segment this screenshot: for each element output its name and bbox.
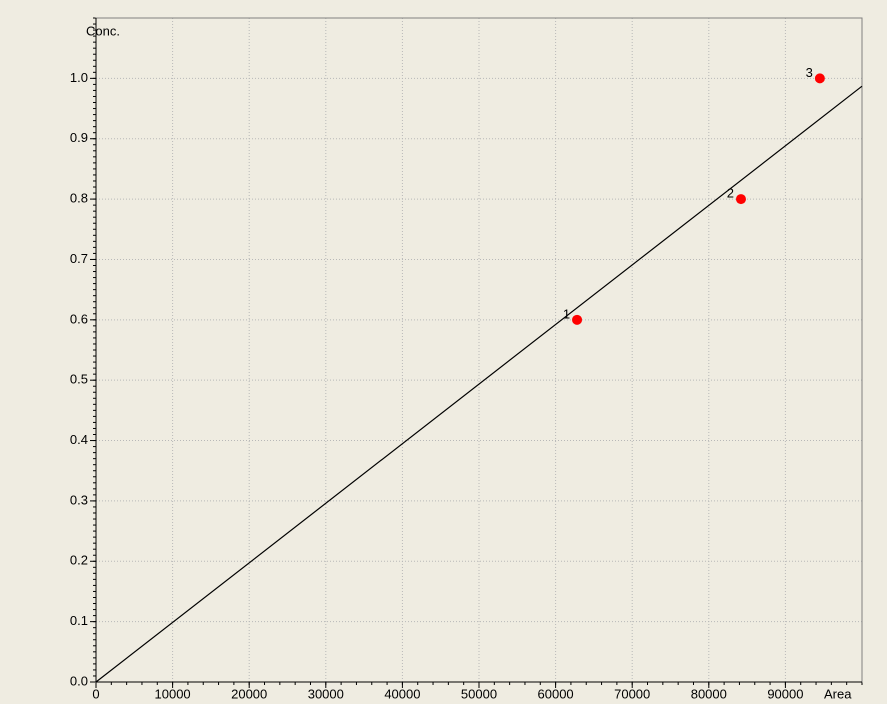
x-tick-label: 0 [92, 686, 99, 701]
y-tick-label: 0.0 [70, 673, 88, 688]
y-tick-label: 0.6 [70, 311, 88, 326]
x-tick-label: 10000 [155, 686, 191, 701]
point-label: 1 [563, 306, 570, 321]
y-tick-label: 0.1 [70, 613, 88, 628]
data-point [735, 194, 746, 205]
x-tick-label: 40000 [384, 686, 420, 701]
x-tick-label: 50000 [461, 686, 497, 701]
y-tick-label: 0.8 [70, 191, 88, 206]
data-point [814, 73, 825, 84]
fit-line [95, 85, 863, 683]
y-tick-label: 0.2 [70, 553, 88, 568]
y-tick-label: 1.0 [70, 70, 88, 85]
data-point [572, 314, 583, 325]
x-tick-label: 60000 [538, 686, 574, 701]
y-tick-label: 0.7 [70, 251, 88, 266]
y-tick-label: 0.5 [70, 372, 88, 387]
point-label: 2 [727, 186, 734, 201]
y-tick-label: 0.4 [70, 432, 88, 447]
y-tick-label: 0.9 [70, 130, 88, 145]
x-tick-label: 90000 [767, 686, 803, 701]
x-tick-label: 20000 [231, 686, 267, 701]
point-label: 3 [806, 65, 813, 80]
y-axis-label: Conc. [86, 23, 120, 38]
y-tick-label: 0.3 [70, 492, 88, 507]
x-tick-label: 70000 [614, 686, 650, 701]
x-tick-label: 30000 [308, 686, 344, 701]
x-axis-label: Area [824, 686, 852, 701]
x-tick-label: 80000 [691, 686, 727, 701]
